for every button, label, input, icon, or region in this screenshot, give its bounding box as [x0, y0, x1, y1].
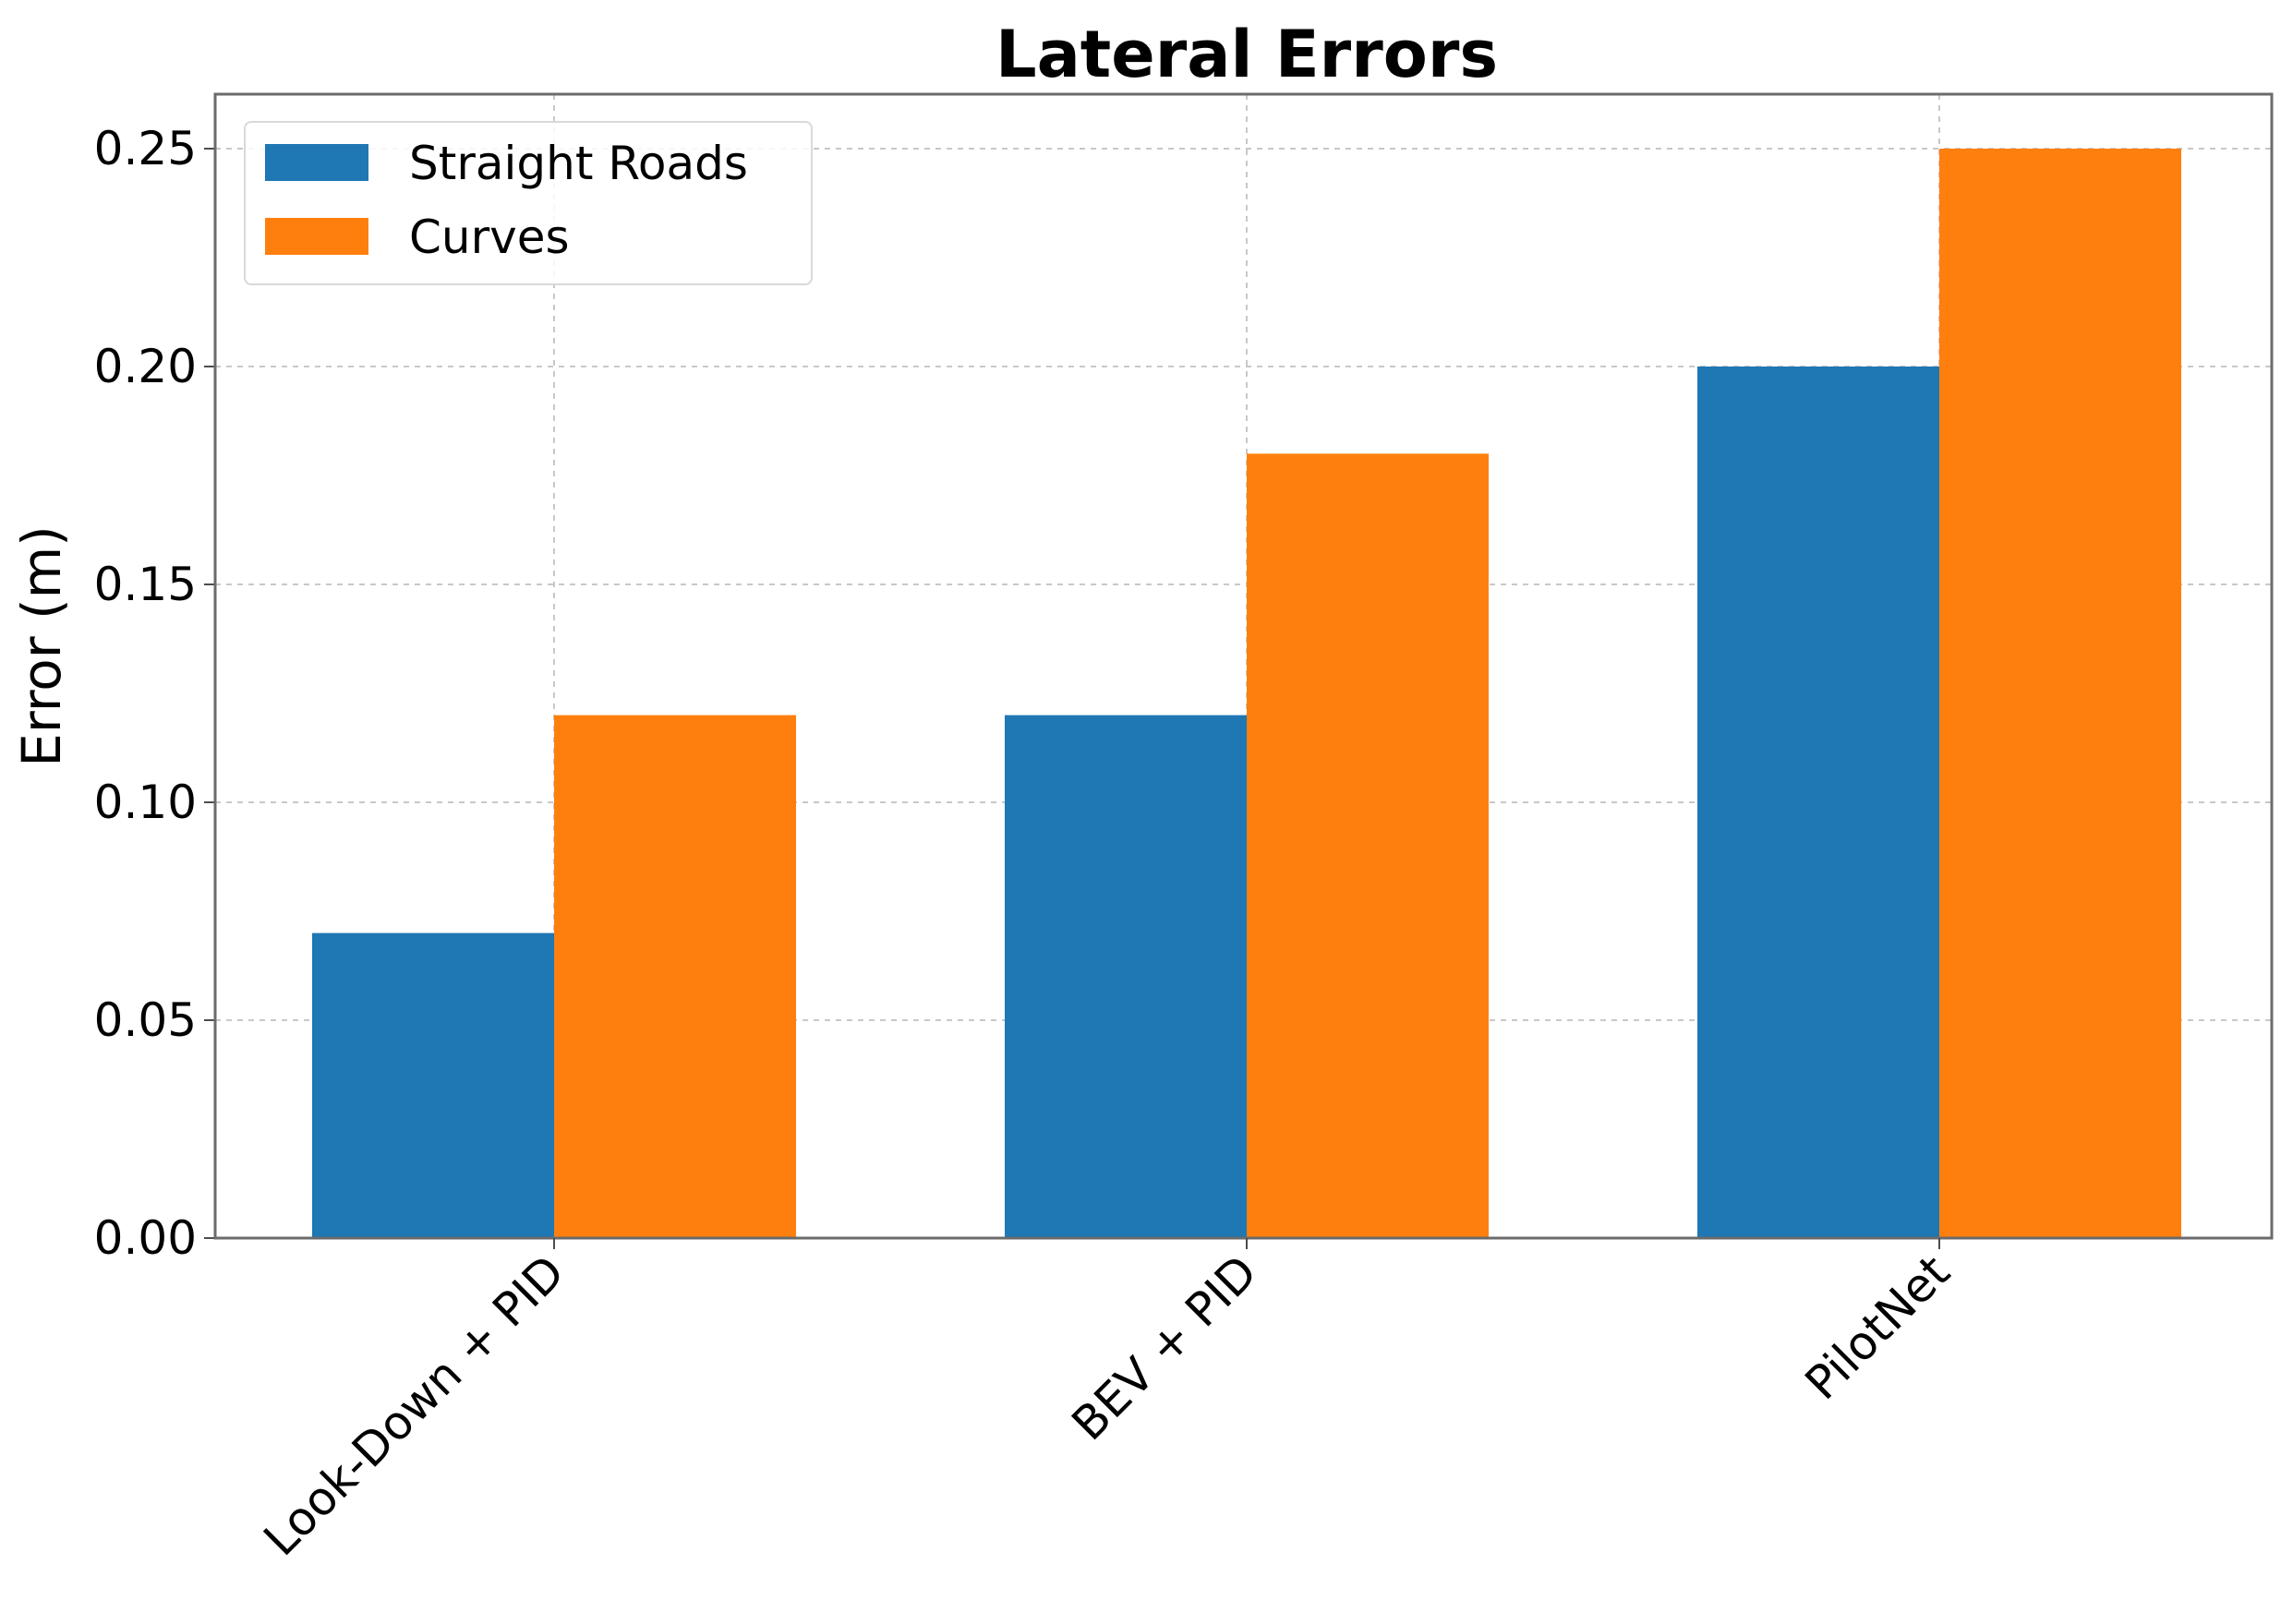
y-tick-label: 0.00	[94, 1211, 197, 1265]
bar-curves-pilotnet	[1939, 149, 2181, 1238]
legend-label-curves: Curves	[409, 211, 570, 264]
x-tick-label-look-down-pid: Look-Down + PID	[254, 1245, 575, 1566]
y-tick-label: 0.10	[94, 776, 197, 829]
bars	[312, 149, 2181, 1238]
x-tick-label-pilotnet: PilotNet	[1795, 1245, 1961, 1410]
legend-swatch-curves	[265, 218, 368, 255]
x-tick-label-bev-pid: BEV + PID	[1062, 1245, 1268, 1450]
bar-curves-look-down-pid	[554, 715, 796, 1238]
bar-curves-bev-pid	[1247, 453, 1489, 1238]
bar-straight-roads-pilotnet	[1697, 367, 1939, 1238]
y-tick-label: 0.25	[94, 122, 197, 175]
chart-title: Lateral Errors	[996, 17, 1498, 92]
y-tick-label: 0.20	[94, 340, 197, 393]
bar-straight-roads-bev-pid	[1005, 715, 1247, 1238]
legend-frame	[244, 121, 813, 285]
legend-label-straight-roads: Straight Roads	[409, 137, 748, 190]
y-tick-label: 0.15	[94, 558, 197, 611]
y-axis-label: Error (m)	[10, 525, 73, 767]
legend-swatch-straight-roads	[265, 144, 368, 181]
axes	[204, 92, 2274, 1249]
plot-frame	[213, 92, 2274, 1240]
bar-straight-roads-look-down-pid	[312, 932, 554, 1238]
y-tick-label: 0.05	[94, 993, 197, 1047]
legend: Straight Roads Curves	[244, 121, 813, 285]
